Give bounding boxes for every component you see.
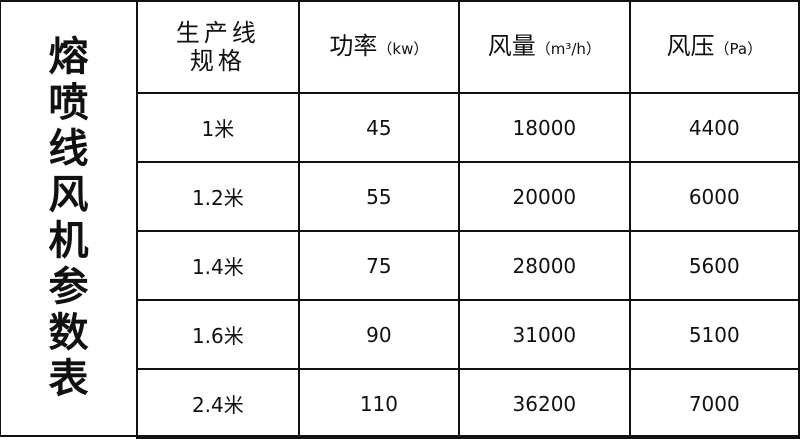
cell-spec: 1.6米 <box>136 299 300 370</box>
cell-airflow: 18000 <box>458 92 631 163</box>
table-row: 2.4米 110 36200 7000 <box>136 368 800 439</box>
header-pressure: 风压（Pa） <box>628 0 800 94</box>
cell-pressure: 4400 <box>628 92 800 163</box>
cell-pressure: 5600 <box>628 230 800 301</box>
title-character: 喷 <box>48 80 89 126</box>
header-power: 功率（kw） <box>297 0 461 94</box>
header-row: 生产线规格 功率（kw） 风量（m³/h） 风压（Pa） <box>136 0 800 94</box>
title-character: 参 <box>48 264 89 310</box>
table-row: 1米 45 18000 4400 <box>136 92 800 163</box>
cell-pressure: 7000 <box>628 368 800 439</box>
header-power-unit: （kw） <box>377 39 429 58</box>
title-character: 表 <box>48 356 89 402</box>
cell-power: 45 <box>297 92 461 163</box>
cell-pressure: 6000 <box>628 161 800 232</box>
title-character: 线 <box>48 126 89 172</box>
title-character: 熔 <box>48 34 89 80</box>
header-airflow-unit: （m³/h） <box>535 39 601 58</box>
title-character: 机 <box>48 218 89 264</box>
header-pressure-label: 风压 <box>666 31 715 60</box>
cell-airflow: 31000 <box>458 299 631 370</box>
cell-spec: 1米 <box>136 92 300 163</box>
cell-airflow: 36200 <box>458 368 631 439</box>
header-power-label: 功率 <box>329 31 378 60</box>
header-airflow: 风量（m³/h） <box>458 0 631 94</box>
cell-power: 75 <box>297 230 461 301</box>
title-character: 数 <box>48 310 89 356</box>
header-airflow-label: 风量 <box>487 31 536 60</box>
fan-parameters-table: 生产线规格 功率（kw） 风量（m³/h） 风压（Pa） 1米 45 18000 44… <box>136 0 800 439</box>
cell-power: 90 <box>297 299 461 370</box>
cell-power: 110 <box>297 368 461 439</box>
table-row: 1.2米 55 20000 6000 <box>136 161 800 232</box>
table-row: 1.6米 90 31000 5100 <box>136 299 800 370</box>
table-title: 熔喷线风机参数表 <box>0 0 137 436</box>
table-row: 1.4米 75 28000 5600 <box>136 230 800 301</box>
title-character: 风 <box>48 172 89 218</box>
header-spec-label: 生产线规格 <box>175 19 260 75</box>
cell-airflow: 28000 <box>458 230 631 301</box>
cell-pressure: 5100 <box>628 299 800 370</box>
cell-spec: 1.2米 <box>136 161 300 232</box>
cell-power: 55 <box>297 161 461 232</box>
cell-spec: 1.4米 <box>136 230 300 301</box>
cell-spec: 2.4米 <box>136 368 300 439</box>
cell-airflow: 20000 <box>458 161 631 232</box>
header-spec: 生产线规格 <box>136 0 300 94</box>
header-pressure-unit: （Pa） <box>714 39 763 58</box>
